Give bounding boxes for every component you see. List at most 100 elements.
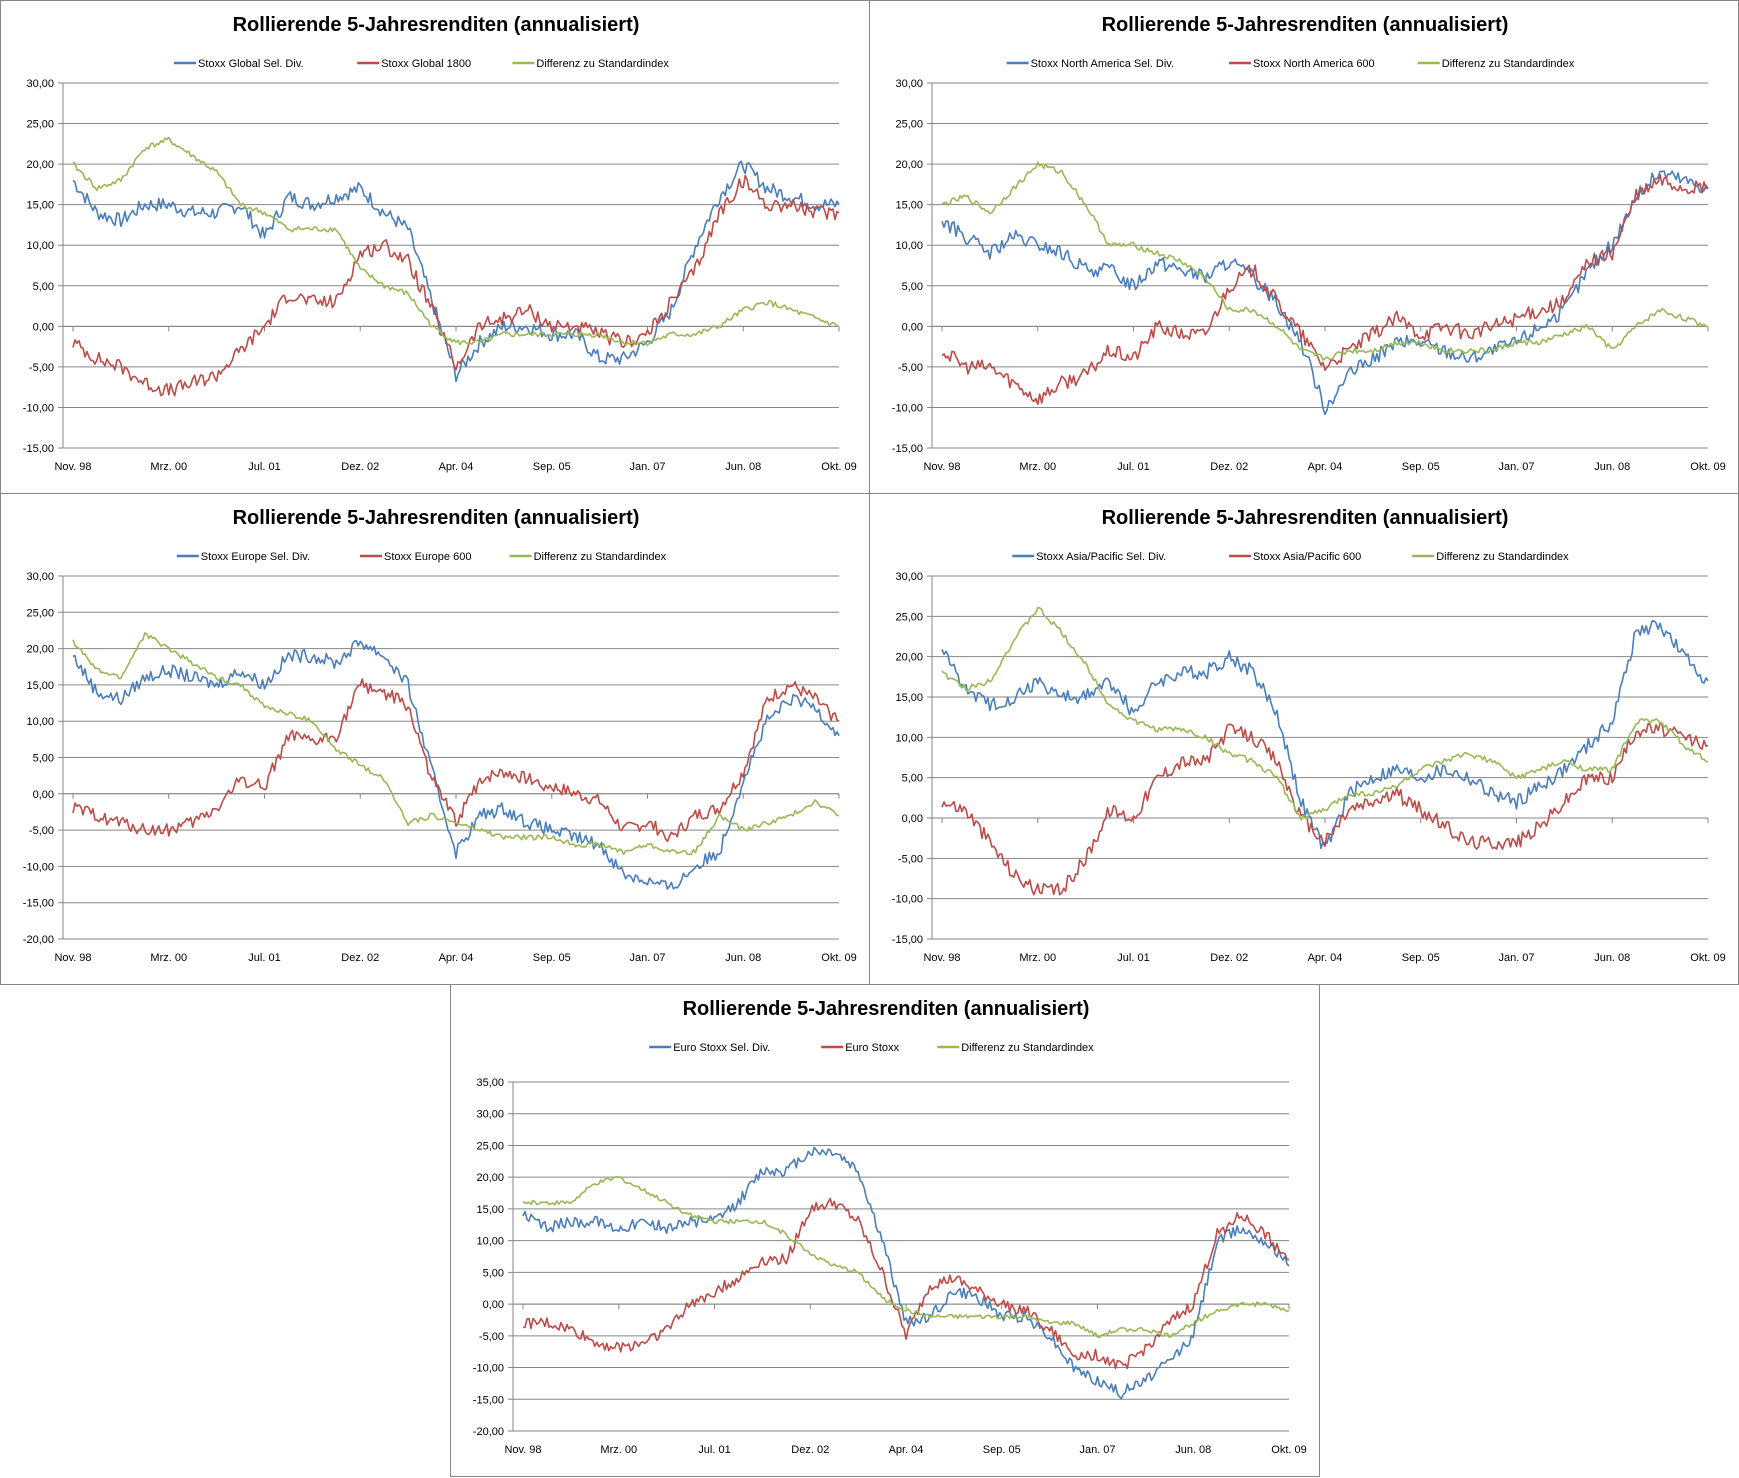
y-tick-label: 25,00 bbox=[26, 607, 54, 619]
x-tick-label: Nov. 98 bbox=[54, 461, 91, 473]
legend-label: Stoxx Asia/Pacific Sel. Div. bbox=[1036, 551, 1166, 563]
legend-label: Differenz zu Standardindex bbox=[961, 1042, 1094, 1054]
legend-label: Stoxx North America Sel. Div. bbox=[1031, 58, 1174, 70]
y-tick-label: 5,00 bbox=[33, 281, 54, 293]
x-tick-label: Okt. 09 bbox=[1690, 461, 1725, 473]
y-tick-label: 20,00 bbox=[26, 644, 54, 656]
y-tick-label: 5,00 bbox=[902, 773, 923, 785]
x-tick-label: Jul. 01 bbox=[698, 1444, 730, 1456]
chart-panel-global: Rollierende 5-Jahresrenditen (annualisie… bbox=[0, 0, 870, 494]
x-tick-label: Nov. 98 bbox=[504, 1444, 541, 1456]
chart-euro-stoxx: Rollierende 5-Jahresrenditen (annualisie… bbox=[473, 998, 1307, 1456]
x-tick-label: Apr. 04 bbox=[1308, 952, 1343, 964]
x-tick-label: Dez. 02 bbox=[341, 952, 379, 964]
chart-panel-asia-pacific: Rollierende 5-Jahresrenditen (annualisie… bbox=[869, 493, 1739, 985]
legend-item: Differenz zu Standardindex bbox=[512, 58, 669, 70]
y-tick-label: 25,00 bbox=[476, 1140, 504, 1152]
y-tick-label: -15,00 bbox=[23, 898, 54, 910]
legend-label: Differenz zu Standardindex bbox=[536, 58, 669, 70]
x-tick-label: Mrz. 00 bbox=[1019, 461, 1056, 473]
x-tick-label: Dez. 02 bbox=[1210, 461, 1248, 473]
y-tick-label: -15,00 bbox=[23, 443, 54, 455]
y-tick-label: -5,00 bbox=[29, 362, 54, 374]
series-line-green bbox=[72, 632, 840, 856]
x-tick-label: Okt. 09 bbox=[821, 461, 856, 473]
x-tick-label: Sep. 05 bbox=[533, 952, 571, 964]
series-line-red bbox=[941, 173, 1709, 406]
legend-label: Euro Stoxx bbox=[845, 1042, 899, 1054]
x-tick-label: Sep. 05 bbox=[1402, 461, 1440, 473]
series-line-red bbox=[72, 678, 840, 843]
y-tick-label: 25,00 bbox=[895, 119, 923, 131]
legend-label: Stoxx North America 600 bbox=[1253, 58, 1375, 70]
y-tick-label: 10,00 bbox=[26, 716, 54, 728]
y-tick-label: 30,00 bbox=[26, 78, 54, 90]
legend-item: Stoxx North America Sel. Div. bbox=[1006, 58, 1174, 70]
y-tick-label: 15,00 bbox=[476, 1204, 504, 1216]
y-tick-label: -10,00 bbox=[473, 1363, 504, 1375]
legend-item: Stoxx Global Sel. Div. bbox=[174, 58, 304, 70]
y-tick-label: -5,00 bbox=[898, 853, 923, 865]
legend-label: Euro Stoxx Sel. Div. bbox=[673, 1042, 770, 1054]
chart-title: Rollierende 5-Jahresrenditen (annualisie… bbox=[683, 998, 1090, 1020]
y-tick-label: 15,00 bbox=[26, 680, 54, 692]
y-tick-label: 0,00 bbox=[902, 813, 923, 825]
x-tick-label: Apr. 04 bbox=[889, 1444, 924, 1456]
x-tick-label: Apr. 04 bbox=[439, 952, 474, 964]
series-line-blue bbox=[941, 170, 1709, 416]
x-tick-label: Nov. 98 bbox=[54, 952, 91, 964]
y-tick-label: -20,00 bbox=[23, 934, 54, 946]
legend-item: Stoxx Asia/Pacific 600 bbox=[1229, 551, 1361, 563]
x-tick-label: Mrz. 00 bbox=[150, 952, 187, 964]
chart-panel-europe: Rollierende 5-Jahresrenditen (annualisie… bbox=[0, 493, 870, 985]
legend-item: Differenz zu Standardindex bbox=[937, 1042, 1094, 1054]
legend: Stoxx Asia/Pacific Sel. Div. Stoxx Asia/P… bbox=[1012, 551, 1569, 563]
y-tick-label: 15,00 bbox=[895, 692, 923, 704]
x-tick-label: Apr. 04 bbox=[1308, 461, 1343, 473]
y-tick-label: -15,00 bbox=[892, 934, 923, 946]
chart-title: Rollierende 5-Jahresrenditen (annualisie… bbox=[233, 507, 640, 529]
x-tick-label: Dez. 02 bbox=[791, 1444, 829, 1456]
y-tick-label: -10,00 bbox=[23, 861, 54, 873]
x-tick-label: Jul. 01 bbox=[248, 952, 280, 964]
y-tick-label: -10,00 bbox=[892, 402, 923, 414]
x-tick-label: Jun. 08 bbox=[725, 461, 761, 473]
chart-title: Rollierende 5-Jahresrenditen (annualisie… bbox=[1102, 507, 1509, 529]
chart-panel-euro-stoxx: Rollierende 5-Jahresrenditen (annualisie… bbox=[450, 984, 1320, 1477]
x-tick-label: Sep. 05 bbox=[1402, 952, 1440, 964]
x-tick-label: Jul. 01 bbox=[1117, 461, 1149, 473]
y-tick-label: -5,00 bbox=[29, 825, 54, 837]
y-tick-label: 20,00 bbox=[26, 159, 54, 171]
legend-label: Stoxx Europe Sel. Div. bbox=[201, 551, 310, 563]
legend-label: Stoxx Asia/Pacific 600 bbox=[1253, 551, 1361, 563]
x-tick-label: Mrz. 00 bbox=[150, 461, 187, 473]
chart-panel-north-america: Rollierende 5-Jahresrenditen (annualisie… bbox=[869, 0, 1739, 494]
y-tick-label: 5,00 bbox=[33, 753, 54, 765]
series-line-blue bbox=[72, 160, 840, 383]
x-tick-label: Jan. 07 bbox=[629, 461, 665, 473]
chart-asia-pacific: Rollierende 5-Jahresrenditen (annualisie… bbox=[892, 507, 1726, 964]
y-tick-label: 15,00 bbox=[895, 200, 923, 212]
y-tick-label: 20,00 bbox=[895, 652, 923, 664]
legend-label: Stoxx Global Sel. Div. bbox=[198, 58, 304, 70]
y-tick-label: 10,00 bbox=[26, 240, 54, 252]
series-line-red bbox=[522, 1197, 1290, 1370]
legend-item: Stoxx Europe Sel. Div. bbox=[176, 551, 310, 563]
y-tick-label: 30,00 bbox=[26, 571, 54, 583]
x-tick-label: Apr. 04 bbox=[439, 461, 474, 473]
y-tick-label: -10,00 bbox=[892, 894, 923, 906]
legend-item: Differenz zu Standardindex bbox=[509, 551, 667, 563]
y-tick-label: 5,00 bbox=[902, 281, 923, 293]
x-tick-label: Sep. 05 bbox=[983, 1444, 1021, 1456]
y-tick-label: 30,00 bbox=[476, 1109, 504, 1121]
chart-europe: Rollierende 5-Jahresrenditen (annualisie… bbox=[23, 507, 857, 964]
y-tick-label: -20,00 bbox=[473, 1426, 504, 1438]
chart-global: Rollierende 5-Jahresrenditen (annualisie… bbox=[23, 14, 857, 473]
x-tick-label: Dez. 02 bbox=[341, 461, 379, 473]
y-tick-label: 10,00 bbox=[895, 240, 923, 252]
legend-label: Differenz zu Standardindex bbox=[1436, 551, 1569, 563]
legend-item: Stoxx North America 600 bbox=[1229, 58, 1375, 70]
x-tick-label: Jul. 01 bbox=[1117, 952, 1149, 964]
y-tick-label: -5,00 bbox=[479, 1331, 504, 1343]
series-line-green bbox=[941, 161, 1709, 361]
